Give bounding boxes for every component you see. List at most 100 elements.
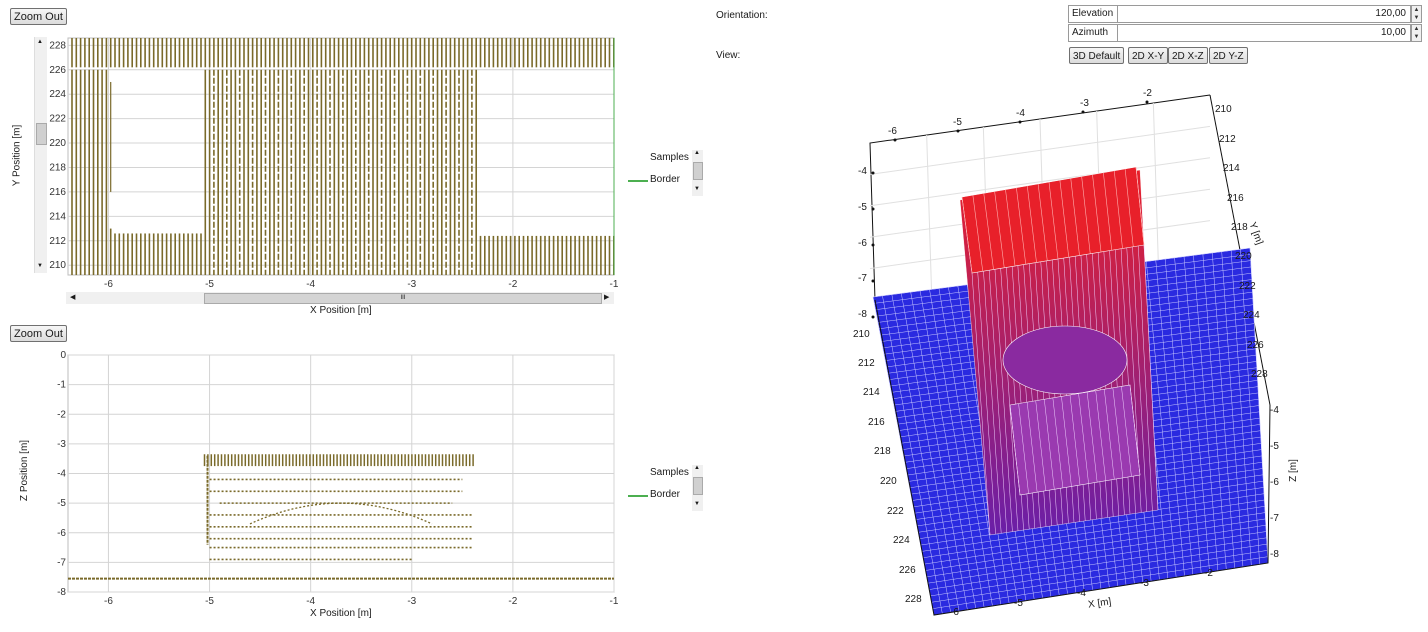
view-2d-yz-button[interactable]: 2D Y-Z bbox=[1209, 47, 1248, 64]
surface-tick-mark bbox=[1145, 100, 1149, 104]
scroll-left-icon[interactable]: ◀ bbox=[70, 294, 76, 301]
xz-x-tick-label: -2 bbox=[508, 596, 517, 607]
surface-mesh-line bbox=[1059, 180, 1070, 258]
surface-left-y-tick: 212 bbox=[858, 358, 875, 369]
legend-border-line bbox=[628, 180, 648, 182]
surface-mesh-line bbox=[971, 272, 991, 536]
surface-3d-plot[interactable] bbox=[840, 85, 1428, 630]
surface-right-z-tick: -5 bbox=[1270, 441, 1279, 452]
xy-samples bbox=[71, 38, 615, 275]
view-label: View: bbox=[716, 50, 741, 61]
scroll-thumb[interactable] bbox=[36, 123, 47, 145]
elevation-label: Elevation bbox=[1068, 5, 1118, 23]
surface-mesh-line bbox=[1132, 246, 1148, 512]
surface-mesh-line bbox=[1070, 178, 1080, 256]
scroll-up-icon[interactable]: ▲ bbox=[37, 39, 43, 45]
xz-x-ticks: -6 -5 -4 -3 -2 -1 bbox=[104, 596, 618, 607]
surface-mesh-line bbox=[1138, 245, 1153, 511]
surface-tick-mark bbox=[871, 279, 875, 283]
legend-scroll-down-icon[interactable]: ▼ bbox=[694, 186, 700, 192]
xy-y-tick-label: 212 bbox=[49, 236, 66, 247]
surface-back-grid bbox=[869, 157, 1211, 207]
surface-bottom-x-tick: -2 bbox=[1204, 568, 1213, 579]
surface-top-x-tick: -6 bbox=[888, 126, 897, 137]
surface-mesh-line bbox=[1112, 387, 1124, 478]
surface-mesh-line bbox=[931, 550, 1268, 603]
surface-bottom-x-tick: -6 bbox=[950, 607, 959, 618]
surface-top-x-tick: -5 bbox=[953, 117, 962, 128]
legend-scrollbar[interactable]: ▲ ▼ bbox=[692, 150, 703, 196]
scroll-down-icon[interactable]: ▼ bbox=[37, 263, 43, 269]
legend-scrollbar[interactable]: ▲ ▼ bbox=[692, 465, 703, 511]
surface-mesh-line bbox=[1129, 384, 1141, 476]
xz-z-tick-label: -1 bbox=[57, 380, 66, 391]
scroll-h-thumb[interactable]: III bbox=[204, 293, 602, 304]
zoom-out-button-xz[interactable]: Zoom Out bbox=[10, 325, 67, 342]
elevation-value: 120,00 bbox=[1375, 8, 1406, 19]
xz-x-tick-label: -6 bbox=[104, 596, 113, 607]
legend-scroll-thumb[interactable] bbox=[693, 477, 703, 495]
surface-mesh-line bbox=[961, 196, 973, 274]
xy-x-tick-label: -3 bbox=[407, 279, 416, 290]
xz-sample-arc bbox=[249, 502, 433, 525]
legend-xz: Samples Border ▲ ▼ bbox=[626, 465, 706, 513]
surface-mesh-line bbox=[1103, 172, 1113, 251]
surface-mesh-line bbox=[1121, 386, 1132, 477]
surface-mesh-line bbox=[1018, 403, 1029, 494]
xy-y-tick-label: 216 bbox=[49, 187, 66, 198]
surface-mesh-line bbox=[1069, 394, 1081, 486]
surface-mesh-line bbox=[1048, 181, 1059, 260]
surface-mesh-line bbox=[927, 531, 1267, 584]
surface-mesh-line bbox=[1104, 389, 1115, 480]
xy-y-tick-label: 220 bbox=[49, 138, 66, 149]
azimuth-input[interactable]: 10,00 bbox=[1117, 24, 1411, 42]
elevation-input[interactable]: 120,00 bbox=[1117, 5, 1411, 23]
xz-scatter-plot: 0 -1 -2 -3 -4 -5 -6 -7 -8 -6 -5 -4 -3 -2 -1 bbox=[57, 350, 618, 607]
surface-top-x-tick: -3 bbox=[1080, 98, 1089, 109]
surface-mesh-line bbox=[1052, 397, 1064, 488]
legend-scroll-up-icon[interactable]: ▲ bbox=[694, 150, 700, 156]
xy-y-tick-label: 228 bbox=[49, 40, 66, 51]
surface-right-y-tick: 228 bbox=[1251, 369, 1268, 380]
surface-left-y-tick: 214 bbox=[863, 387, 880, 398]
xz-grid bbox=[67, 354, 615, 593]
legend-scroll-up-icon[interactable]: ▲ bbox=[694, 465, 700, 471]
surface-tick-mark bbox=[1081, 110, 1085, 114]
surface-tick-mark bbox=[1018, 120, 1022, 124]
surface-mesh-line bbox=[1016, 187, 1027, 265]
view-2d-xy-button[interactable]: 2D X-Y bbox=[1128, 47, 1169, 64]
azimuth-label: Azimuth bbox=[1068, 24, 1118, 42]
surface-bottom-x-tick: -4 bbox=[1077, 588, 1086, 599]
surface-right-z-tick: -7 bbox=[1270, 513, 1279, 524]
surface-tick-mark bbox=[871, 171, 875, 175]
xz-z-tick-label: -2 bbox=[57, 409, 66, 420]
surface-mesh-line bbox=[983, 193, 994, 270]
surface-mesh-line bbox=[1078, 393, 1089, 484]
surface-mesh-line bbox=[1037, 183, 1048, 261]
x-axis-scrollbar[interactable]: ◀ III ▶ bbox=[66, 292, 614, 304]
surface-left-y-tick: 220 bbox=[880, 476, 897, 487]
xy-x-tick-label: -4 bbox=[306, 279, 315, 290]
surface-tick-mark bbox=[956, 129, 960, 133]
y-axis-scrollbar[interactable]: ▲ ▼ bbox=[34, 37, 47, 273]
surface-3d-ticks bbox=[871, 100, 1149, 319]
surface-right-y-tick: 218 bbox=[1231, 222, 1248, 233]
z-axis-label: Z Position [m] bbox=[19, 439, 31, 502]
xy-y-ticks: 228 226 224 222 220 218 216 214 212 210 bbox=[49, 40, 66, 271]
zoom-out-button-xy[interactable]: Zoom Out bbox=[10, 8, 67, 25]
scroll-right-icon[interactable]: ▶ bbox=[604, 294, 610, 301]
legend-scroll-thumb[interactable] bbox=[693, 162, 703, 180]
elevation-spinner[interactable]: ▲ ▼ bbox=[1411, 5, 1422, 23]
view-3d-default-button[interactable]: 3D Default bbox=[1069, 47, 1125, 64]
xz-z-tick-label: -4 bbox=[57, 469, 66, 480]
view-2d-xz-button[interactable]: 2D X-Z bbox=[1168, 47, 1208, 64]
surface-right-y-tick: 210 bbox=[1215, 104, 1232, 115]
xz-x-tick-label: -1 bbox=[610, 596, 618, 607]
legend-border-label: Border bbox=[650, 489, 681, 500]
azimuth-spinner[interactable]: ▲ ▼ bbox=[1411, 24, 1422, 42]
xz-x-tick-label: -5 bbox=[205, 596, 214, 607]
legend-scroll-down-icon[interactable]: ▼ bbox=[694, 501, 700, 507]
xy-y-tick-label: 226 bbox=[49, 65, 66, 76]
surface-tick-mark bbox=[871, 243, 875, 247]
